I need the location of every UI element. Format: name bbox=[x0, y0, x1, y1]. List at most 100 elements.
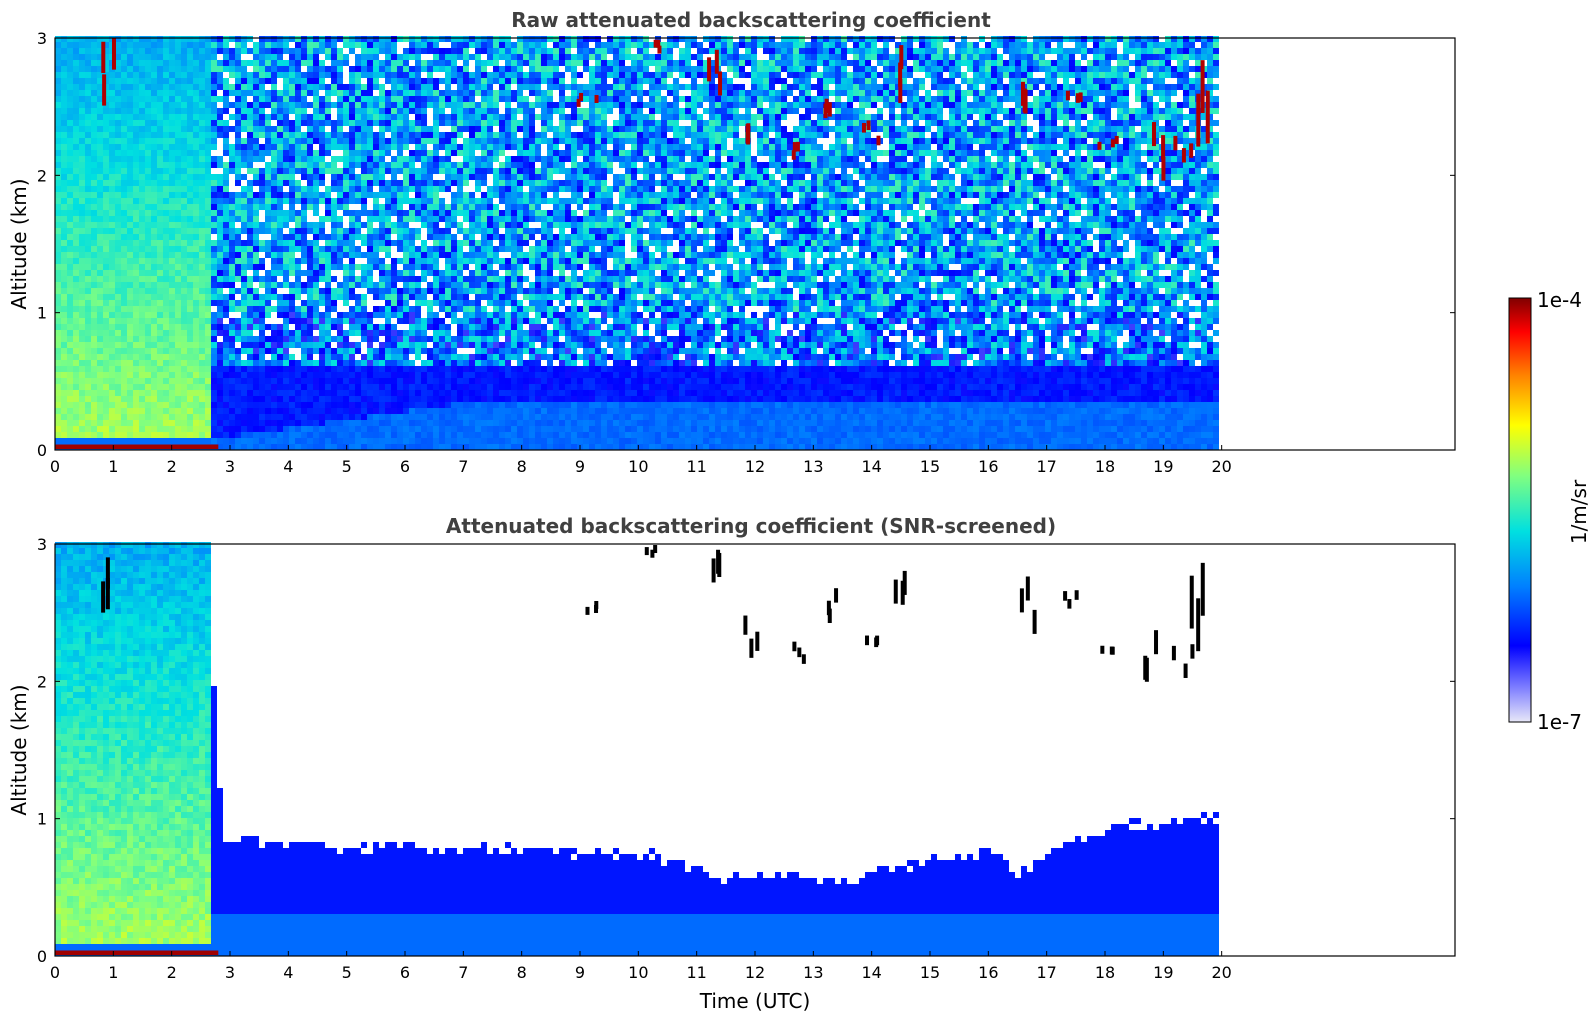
heatmap-cell bbox=[403, 216, 409, 222]
heatmap-cell bbox=[253, 132, 259, 138]
heatmap-cell bbox=[91, 324, 97, 330]
heatmap-cell bbox=[55, 66, 61, 72]
heatmap-cell bbox=[229, 114, 235, 120]
heatmap-cell bbox=[181, 90, 187, 96]
heatmap-cell bbox=[307, 438, 313, 444]
heatmap-cell bbox=[421, 264, 427, 270]
heatmap-cell bbox=[307, 420, 313, 426]
heatmap-cell bbox=[499, 186, 505, 192]
heatmap-cell bbox=[511, 54, 517, 60]
heatmap-cell bbox=[385, 426, 391, 432]
heatmap-cell bbox=[181, 318, 187, 324]
heatmap-cell bbox=[235, 444, 241, 450]
heatmap-cell bbox=[253, 270, 259, 276]
heatmap-cell bbox=[301, 138, 307, 144]
heatmap-cell bbox=[133, 96, 139, 102]
heatmap-cell bbox=[301, 258, 307, 264]
heatmap-cell bbox=[337, 84, 343, 90]
heatmap-cell bbox=[73, 336, 79, 342]
heatmap-cell bbox=[91, 240, 97, 246]
heatmap-cell bbox=[79, 288, 85, 294]
heatmap-cell bbox=[337, 174, 343, 180]
heatmap-cell bbox=[433, 372, 439, 378]
heatmap-cell bbox=[385, 402, 391, 408]
heatmap-cell bbox=[91, 204, 97, 210]
heatmap-cell bbox=[355, 390, 361, 396]
heatmap-cell bbox=[337, 36, 343, 42]
heatmap-cell bbox=[379, 138, 385, 144]
heatmap-cell bbox=[217, 84, 223, 90]
heatmap-cell bbox=[271, 378, 277, 384]
heatmap-cell bbox=[493, 390, 499, 396]
heatmap-cell bbox=[505, 54, 511, 60]
heatmap-cell bbox=[271, 102, 277, 108]
heatmap-cell bbox=[79, 426, 85, 432]
heatmap-cell bbox=[367, 396, 373, 402]
heatmap-cell bbox=[163, 420, 169, 426]
heatmap-cell bbox=[73, 138, 79, 144]
heatmap-cell bbox=[445, 228, 451, 234]
heatmap-cell bbox=[283, 234, 289, 240]
heatmap-cell bbox=[67, 396, 73, 402]
heatmap-cell bbox=[145, 432, 151, 438]
heatmap-cell bbox=[451, 264, 457, 270]
heatmap-cell bbox=[295, 216, 301, 222]
heatmap-cell bbox=[427, 78, 433, 84]
heatmap-cell bbox=[259, 306, 265, 312]
heatmap-cell bbox=[481, 432, 487, 438]
heatmap-cell bbox=[379, 294, 385, 300]
heatmap-cell bbox=[319, 258, 325, 264]
heatmap-cell bbox=[289, 438, 295, 444]
heatmap-cell bbox=[427, 228, 433, 234]
heatmap-cell bbox=[247, 402, 253, 408]
heatmap-cell bbox=[439, 102, 445, 108]
heatmap-cell bbox=[391, 276, 397, 282]
heatmap-cell bbox=[283, 126, 289, 132]
heatmap-cell bbox=[379, 408, 385, 414]
heatmap-cell bbox=[379, 246, 385, 252]
heatmap-cell bbox=[451, 426, 457, 432]
heatmap-cell bbox=[157, 438, 163, 444]
heatmap-cell bbox=[103, 210, 109, 216]
heatmap-cell bbox=[109, 246, 115, 252]
heatmap-cell bbox=[403, 438, 409, 444]
heatmap-cell bbox=[277, 216, 283, 222]
heatmap-cell bbox=[457, 294, 463, 300]
heatmap-cell bbox=[307, 42, 313, 48]
heatmap-cell bbox=[307, 414, 313, 420]
heatmap-cell bbox=[427, 444, 433, 450]
heatmap-cell bbox=[55, 402, 61, 408]
heatmap-cell bbox=[367, 366, 373, 372]
heatmap-cell bbox=[235, 402, 241, 408]
heatmap-cell bbox=[259, 180, 265, 186]
heatmap-cell bbox=[295, 120, 301, 126]
heatmap-cell bbox=[211, 348, 217, 354]
heatmap-cell bbox=[73, 240, 79, 246]
heatmap-cell bbox=[157, 48, 163, 54]
heatmap-cell bbox=[373, 144, 379, 150]
heatmap-cell bbox=[217, 264, 223, 270]
heatmap-cell bbox=[175, 324, 181, 330]
heatmap-cell bbox=[145, 342, 151, 348]
heatmap-cell bbox=[211, 36, 217, 42]
heatmap-cell bbox=[457, 150, 463, 156]
heatmap-cell bbox=[283, 42, 289, 48]
heatmap-cell bbox=[499, 420, 505, 426]
heatmap-cell bbox=[109, 426, 115, 432]
heatmap-cell bbox=[313, 348, 319, 354]
heatmap-cell bbox=[115, 276, 121, 282]
heatmap-cell bbox=[169, 144, 175, 150]
heatmap-cell bbox=[127, 48, 133, 54]
heatmap-cell bbox=[97, 240, 103, 246]
heatmap-cell bbox=[133, 342, 139, 348]
heatmap-cell bbox=[193, 264, 199, 270]
heatmap-cell bbox=[355, 84, 361, 90]
heatmap-cell bbox=[475, 276, 481, 282]
heatmap-cell bbox=[451, 234, 457, 240]
heatmap-cell bbox=[355, 150, 361, 156]
heatmap-cell bbox=[73, 48, 79, 54]
heatmap-cell bbox=[97, 120, 103, 126]
heatmap-cell bbox=[61, 276, 67, 282]
heatmap-cell bbox=[139, 102, 145, 108]
heatmap-cell bbox=[373, 306, 379, 312]
